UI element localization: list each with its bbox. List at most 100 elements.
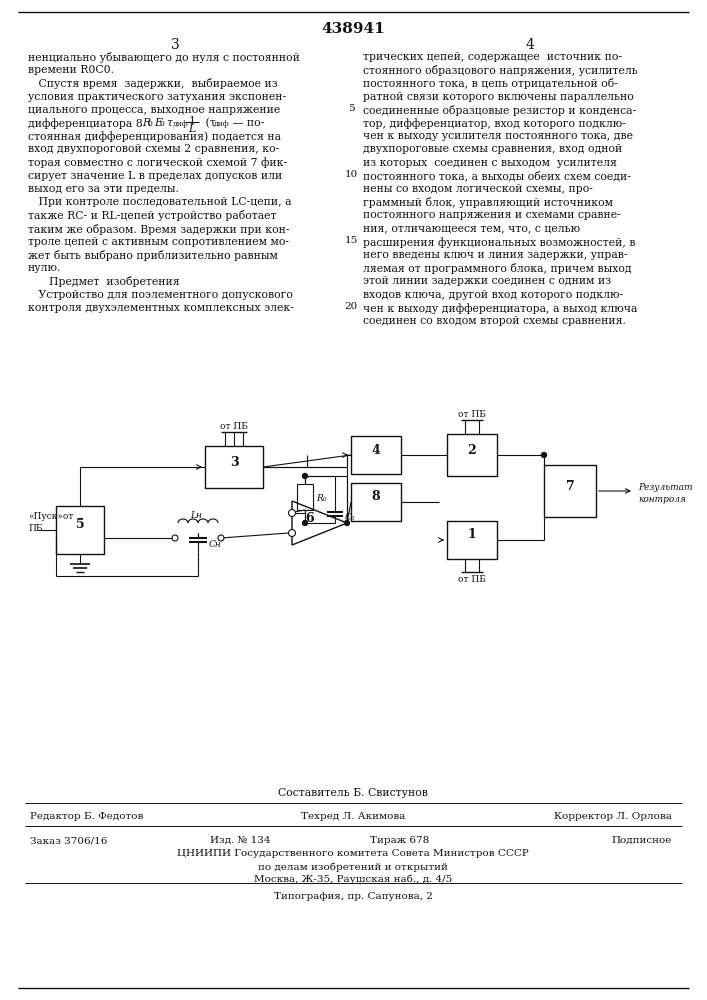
Text: выход его за эти пределы.: выход его за эти пределы. <box>28 184 179 194</box>
Text: диф: диф <box>214 120 230 128</box>
Text: Подписное: Подписное <box>612 836 672 845</box>
Text: 4: 4 <box>525 38 534 52</box>
Text: тор, дифференциатор, вход которого подклю-: тор, дифференциатор, вход которого подкл… <box>363 118 626 129</box>
Text: соединен со входом второй схемы сравнения.: соединен со входом второй схемы сравнени… <box>363 316 626 326</box>
Text: дифференциатора 8: дифференциатора 8 <box>28 118 150 129</box>
Circle shape <box>218 535 224 541</box>
Text: нулю.: нулю. <box>28 263 62 273</box>
Text: (τ: (τ <box>202 118 216 128</box>
Text: τ: τ <box>166 118 172 128</box>
Text: «Пуск»от: «Пуск»от <box>28 512 74 521</box>
Text: таким же образом. Время задержки при кон-: таким же образом. Время задержки при кон… <box>28 224 289 235</box>
Circle shape <box>288 530 296 536</box>
Text: C₀: C₀ <box>345 513 356 522</box>
Text: расширения функциональных возможностей, в: расширения функциональных возможностей, … <box>363 237 636 248</box>
Text: Lн: Lн <box>190 511 202 520</box>
Text: 0: 0 <box>160 120 165 128</box>
Text: от ПБ: от ПБ <box>458 410 486 419</box>
Text: Заказ 3706/16: Заказ 3706/16 <box>30 836 107 845</box>
Text: ратной связи которого включены параллельно: ратной связи которого включены параллель… <box>363 92 633 102</box>
Text: постоянного тока, а выходы обеих схем соеди-: постоянного тока, а выходы обеих схем со… <box>363 171 631 182</box>
Text: времени R0C0.: времени R0C0. <box>28 65 114 75</box>
Text: Москва, Ж-35, Раушская наб., д. 4/5: Москва, Ж-35, Раушская наб., д. 4/5 <box>254 875 452 884</box>
Text: граммный блок, управляющий источником: граммный блок, управляющий источником <box>363 197 613 208</box>
Text: Редактор Б. Федотов: Редактор Б. Федотов <box>30 812 144 821</box>
Text: E: E <box>154 118 162 128</box>
Text: него введены ключ и линия задержки, управ-: него введены ключ и линия задержки, упра… <box>363 250 628 260</box>
Bar <box>56 506 104 554</box>
Text: 4: 4 <box>372 444 380 456</box>
Text: Предмет  изобретения: Предмет изобретения <box>28 276 180 287</box>
Text: от ПБ: от ПБ <box>458 575 486 584</box>
Text: 1: 1 <box>189 116 196 126</box>
Bar <box>351 436 401 474</box>
Text: контроля двухэлементных комплексных элек-: контроля двухэлементных комплексных элек… <box>28 303 294 313</box>
Text: контроля: контроля <box>638 495 686 504</box>
Text: Составитель Б. Свистунов: Составитель Б. Свистунов <box>278 788 428 798</box>
Text: вход двухпороговой схемы 2 сравнения, ко-: вход двухпороговой схемы 2 сравнения, ко… <box>28 144 279 154</box>
Text: Спустя время  задержки,  выбираемое из: Спустя время задержки, выбираемое из <box>28 78 278 89</box>
Text: R₀: R₀ <box>316 494 327 503</box>
Text: постоянного тока, в цепь отрицательной об-: постоянного тока, в цепь отрицательной о… <box>363 78 618 89</box>
Text: входов ключа, другой вход которого подклю-: входов ключа, другой вход которого подкл… <box>363 290 623 300</box>
Text: Корректор Л. Орлова: Корректор Л. Орлова <box>554 812 672 821</box>
Text: 10: 10 <box>344 170 358 179</box>
Text: от ПБ: от ПБ <box>220 422 248 431</box>
Text: При контроле последовательной LC-цепи, а: При контроле последовательной LC-цепи, а <box>28 197 291 207</box>
Text: 8: 8 <box>372 490 380 504</box>
Text: 5: 5 <box>76 518 84 532</box>
Text: по делам изобретений и открытий: по делам изобретений и открытий <box>258 862 448 871</box>
Text: соединенные образцовые резистор и конденса-: соединенные образцовые резистор и конден… <box>363 105 636 116</box>
Text: Изд. № 134: Изд. № 134 <box>210 836 270 845</box>
Text: торая совместно с логической схемой 7 фик-: торая совместно с логической схемой 7 фи… <box>28 158 287 168</box>
Text: 15: 15 <box>344 236 358 245</box>
Bar <box>297 484 313 510</box>
Text: циального процесса, выходное напряжение: циального процесса, выходное напряжение <box>28 105 280 115</box>
Text: Устройство для поэлементного допускового: Устройство для поэлементного допускового <box>28 290 293 300</box>
Text: R: R <box>142 118 151 128</box>
Text: ЦНИИПИ Государственного комитета Совета Министров СССР: ЦНИИПИ Государственного комитета Совета … <box>177 849 529 858</box>
Text: сирует значение L в пределах допусков или: сирует значение L в пределах допусков ил… <box>28 171 282 181</box>
Text: нены со входом логической схемы, про-: нены со входом логической схемы, про- <box>363 184 593 194</box>
Text: чен к выходу дифференциатора, а выход ключа: чен к выходу дифференциатора, а выход кл… <box>363 303 638 314</box>
Circle shape <box>344 520 349 526</box>
Bar <box>351 483 401 521</box>
Text: стоянная дифференцирования) подается на: стоянная дифференцирования) подается на <box>28 131 281 142</box>
Text: 3: 3 <box>170 38 180 52</box>
Circle shape <box>303 520 308 526</box>
Text: Типография, пр. Сапунова, 2: Типография, пр. Сапунова, 2 <box>274 892 433 901</box>
Text: 1: 1 <box>467 528 477 542</box>
Circle shape <box>172 535 178 541</box>
Text: ненциально убывающего до нуля с постоянной: ненциально убывающего до нуля с постоянн… <box>28 52 300 63</box>
Text: 5: 5 <box>348 104 354 113</box>
Text: троле цепей с активным сопротивлением мо-: троле цепей с активным сопротивлением мо… <box>28 237 289 247</box>
Circle shape <box>288 510 296 516</box>
Text: условия практического затухания экспонен-: условия практического затухания экспонен… <box>28 92 286 102</box>
Text: Cн: Cн <box>209 540 222 549</box>
Text: жет быть выбрано приблизительно равным: жет быть выбрано приблизительно равным <box>28 250 278 261</box>
Text: диф: диф <box>173 120 189 128</box>
Text: из которых  соединен с выходом  усилителя: из которых соединен с выходом усилителя <box>363 158 617 168</box>
Text: ПБ: ПБ <box>28 524 42 533</box>
Text: ляемая от программного блока, причем выход: ляемая от программного блока, причем вых… <box>363 263 631 274</box>
Text: этой линии задержки соединен с одним из: этой линии задержки соединен с одним из <box>363 276 611 286</box>
Bar <box>447 521 497 559</box>
Text: 20: 20 <box>344 302 358 311</box>
Bar <box>544 465 596 517</box>
Circle shape <box>542 452 547 458</box>
Text: 0: 0 <box>148 120 153 128</box>
Text: Результат: Результат <box>638 483 692 492</box>
Text: 2: 2 <box>467 444 477 456</box>
Text: 438941: 438941 <box>321 22 385 36</box>
Text: 7: 7 <box>566 480 574 492</box>
Text: 6: 6 <box>305 512 315 524</box>
Text: — по-: — по- <box>229 118 264 128</box>
Text: трических цепей, содержащее  источник по-: трических цепей, содержащее источник по- <box>363 52 622 62</box>
Text: ния, отличающееся тем, что, с целью: ния, отличающееся тем, что, с целью <box>363 224 580 234</box>
Text: двухпороговые схемы сравнения, вход одной: двухпороговые схемы сравнения, вход одно… <box>363 144 622 154</box>
Text: 3: 3 <box>230 456 238 468</box>
Text: также RC- и RL-цепей устройство работает: также RC- и RL-цепей устройство работает <box>28 210 276 221</box>
Text: Техред Л. Акимова: Техред Л. Акимова <box>300 812 405 821</box>
Bar <box>205 446 263 488</box>
Text: чен к выходу усилителя постоянного тока, две: чен к выходу усилителя постоянного тока,… <box>363 131 633 141</box>
